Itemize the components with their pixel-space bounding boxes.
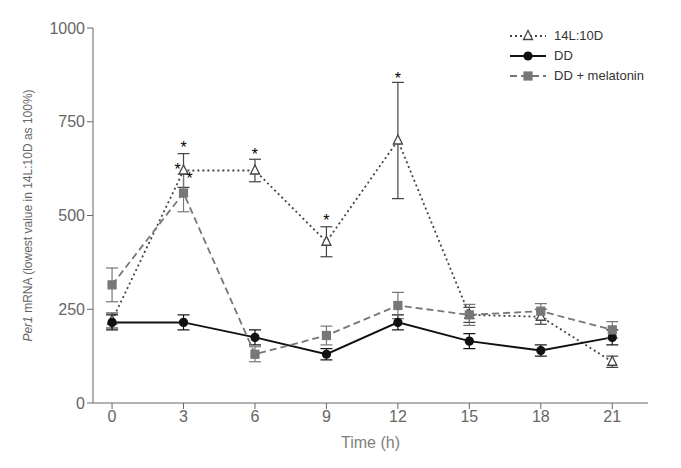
svg-text:Per1 mRNA (lowest value in 14L: Per1 mRNA (lowest value in 14L:10D as 10… (21, 89, 35, 341)
svg-text:0: 0 (76, 395, 85, 412)
svg-text:9: 9 (322, 408, 331, 425)
svg-text:250: 250 (58, 301, 85, 318)
svg-text:12: 12 (389, 408, 407, 425)
svg-text:*: * (252, 146, 258, 163)
svg-text:15: 15 (460, 408, 478, 425)
html-text:DD + melatonin: DD + melatonin (554, 68, 644, 83)
svg-text:6: 6 (251, 408, 260, 425)
svg-text:18: 18 (532, 408, 550, 425)
svg-text:3: 3 (179, 408, 188, 425)
html-text:DD: DD (554, 48, 573, 63)
svg-text:*: * (186, 170, 192, 187)
svg-text:*: * (323, 212, 329, 229)
svg-text:*: * (395, 70, 401, 87)
svg-text:500: 500 (58, 207, 85, 224)
svg-text:0: 0 (108, 408, 117, 425)
svg-text:*: * (174, 161, 180, 178)
svg-text:21: 21 (603, 408, 621, 425)
svg-text:*: * (180, 139, 186, 156)
html-text:14L:10D: 14L:10D (554, 28, 604, 43)
svg-text:750: 750 (58, 113, 85, 130)
svg-text:1000: 1000 (49, 20, 85, 37)
svg-text:Time (h): Time (h) (341, 434, 400, 451)
